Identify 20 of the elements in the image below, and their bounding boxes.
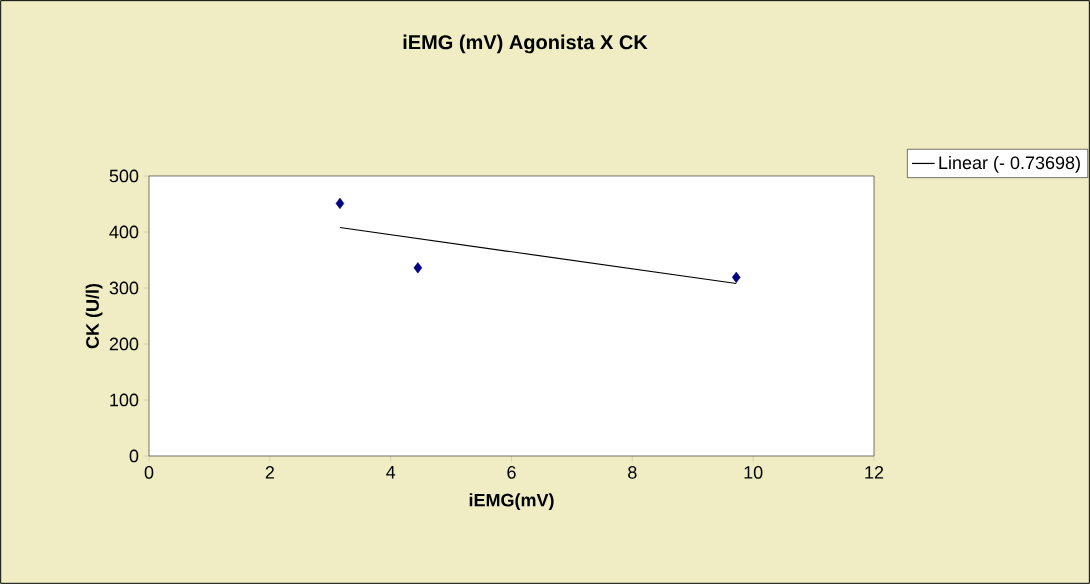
y-axis-title: CK (U/l)	[85, 283, 103, 349]
chart-title: iEMG (mV) Agonista X CK	[403, 34, 648, 54]
y-tick-label: 200	[109, 337, 139, 351]
x-tick-label: 4	[386, 466, 396, 479]
point	[731, 271, 741, 283]
point	[335, 197, 345, 210]
y-tick-label: 100	[110, 393, 139, 407]
x-tick-label: 10	[744, 466, 763, 479]
x-tick-label: 0	[144, 466, 154, 479]
legend-label: Linear (- 0.73698)	[939, 155, 1080, 173]
x-axis-title: iEMG(mV)	[469, 493, 554, 511]
x-tick-label: 6	[507, 466, 516, 479]
y-tick-label: 400	[109, 225, 139, 239]
x-tick-label: 12	[865, 466, 884, 479]
y-tick-label: 0	[129, 449, 139, 463]
y-tick-label: 500	[109, 169, 139, 183]
x-tick-label: 8	[628, 466, 637, 479]
y-tick-label: 300	[109, 281, 139, 295]
point	[413, 262, 423, 274]
x-tick-label: 2	[265, 466, 274, 479]
